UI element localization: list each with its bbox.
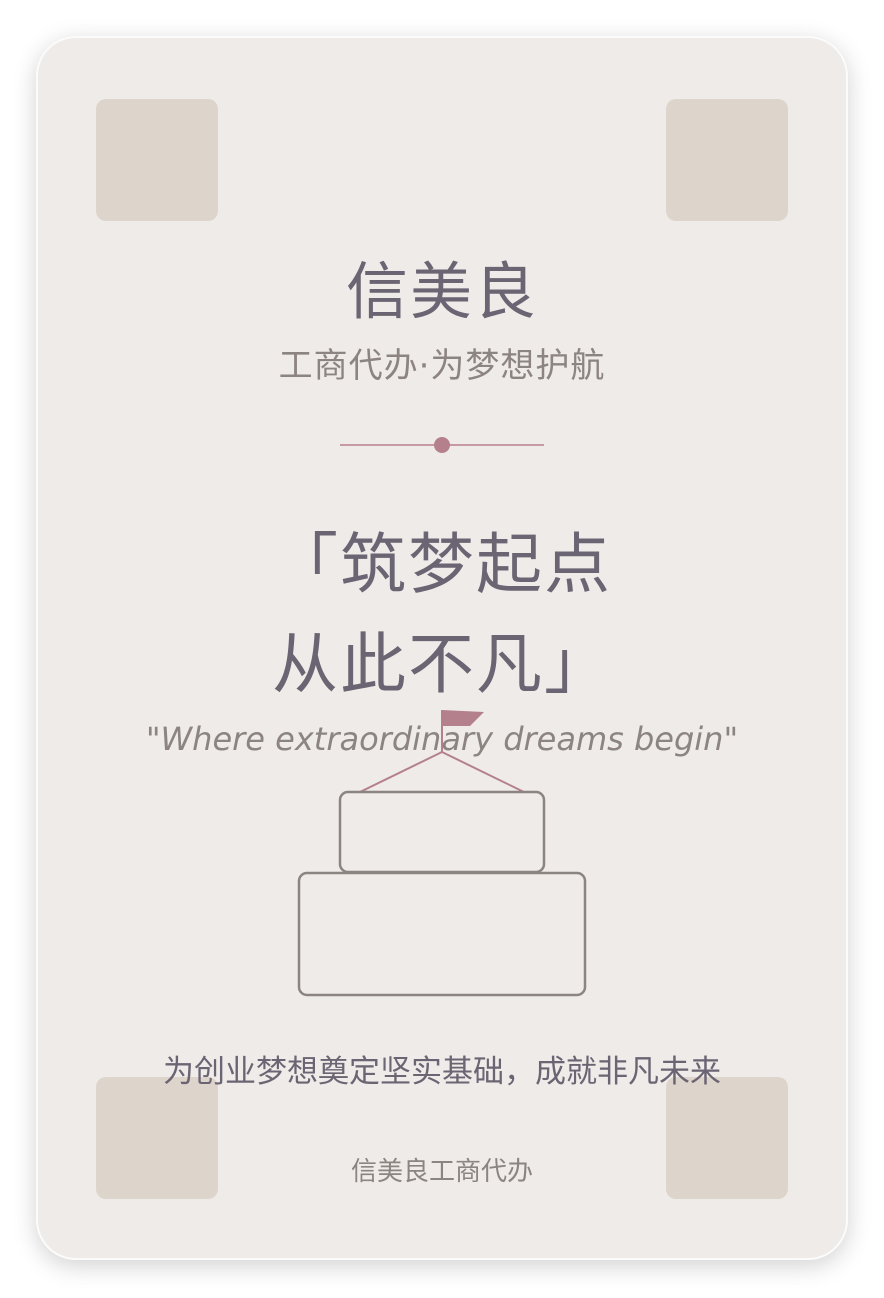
brand-name: 信美良 <box>345 255 538 328</box>
poster-card: 信美良 工商代办·为梦想护航 「筑梦起点 从此不凡」 "Where extrao… <box>36 36 848 1260</box>
building-with-flag-icon <box>297 710 587 997</box>
footer-brand: 信美良工商代办 <box>350 1157 533 1187</box>
english-quote: "Where extraordinary dreams begin" <box>145 720 739 758</box>
slogan: 为创业梦想奠定坚实基础，成就非凡未来 <box>163 1054 721 1090</box>
headline-line-2: 从此不凡」 <box>272 626 612 703</box>
corner-decoration-top-right <box>666 99 788 221</box>
corner-decoration-top-left <box>96 99 218 221</box>
brand-tagline: 工商代办·为梦想护航 <box>278 346 606 386</box>
corner-decoration-bottom-left <box>96 1077 218 1199</box>
headline-line-1: 「筑梦起点 <box>272 526 612 603</box>
divider-dot <box>434 437 450 453</box>
corner-decoration-bottom-right <box>666 1077 788 1199</box>
